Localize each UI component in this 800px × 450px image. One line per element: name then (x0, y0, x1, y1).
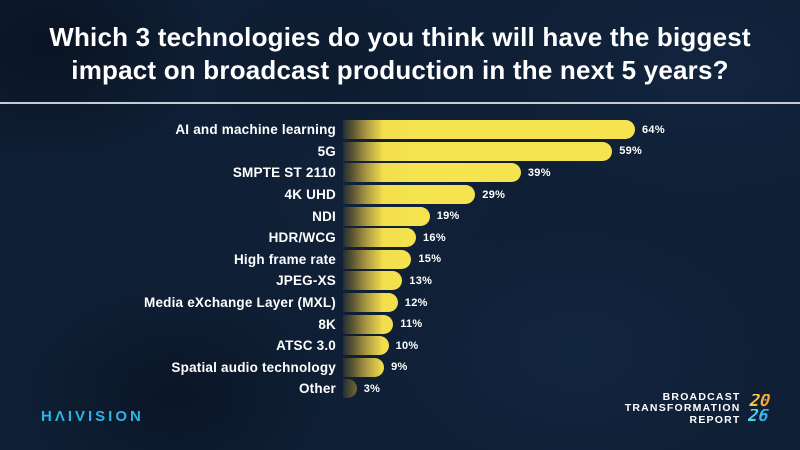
chart-title-line2: impact on broadcast production in the ne… (71, 55, 729, 85)
bar-track: 13% (343, 270, 800, 292)
report-line2: TRANSFORMATION (624, 402, 741, 414)
chart-row: NDI 19% (0, 205, 800, 227)
bar-track: 9% (343, 357, 800, 379)
bar (343, 120, 635, 140)
report-badge: BROADCAST TRANSFORMATION REPORT 20 26 (624, 390, 771, 427)
category-label: 4K UHD (284, 187, 336, 203)
title-divider (0, 102, 800, 104)
chart-title: Which 3 technologies do you think will h… (0, 21, 800, 87)
chart-row: JPEG-XS 13% (0, 270, 800, 292)
value-label: 12% (404, 296, 428, 309)
bar (343, 271, 403, 291)
chart-row: Spatial audio technology 9% (0, 357, 800, 379)
chart-row: ATSC 3.0 10% (0, 335, 800, 357)
category-label: ATSC 3.0 (276, 338, 336, 354)
report-line3: REPORT (689, 413, 741, 426)
bar-track: 12% (343, 292, 800, 314)
bar-track: 10% (343, 335, 800, 357)
value-label: 64% (642, 123, 665, 136)
chart-row: Media eXchange Layer (MXL) 12% (0, 292, 800, 314)
bar-track: 19% (343, 205, 800, 227)
bar (343, 357, 385, 377)
value-label: 9% (391, 361, 408, 374)
category-label: Media eXchange Layer (MXL) (144, 295, 336, 311)
category-label: High frame rate (233, 251, 336, 267)
bar-track: 59% (343, 141, 800, 163)
bar (343, 206, 430, 226)
bar-track: 29% (343, 184, 800, 206)
bar-chart: AI and machine learning 64% 5G 59% SMPTE ST … (0, 119, 800, 400)
bar (343, 314, 394, 334)
value-label: 10% (395, 339, 419, 352)
bar-track: 39% (343, 162, 800, 184)
chart-row: 4K UHD 29% (0, 184, 800, 206)
value-label: 15% (418, 253, 442, 266)
category-label: 8K (318, 316, 336, 332)
chart-title-line1: Which 3 technologies do you think will h… (49, 22, 751, 52)
bar-track: 64% (343, 119, 800, 141)
category-label: AI and machine learning (175, 122, 336, 138)
bar (343, 228, 416, 248)
value-label: 11% (400, 318, 423, 331)
category-label: Spatial audio technology (171, 359, 336, 375)
bar (343, 249, 412, 269)
haivision-logo: HΛIVISION (41, 408, 144, 425)
chart-row: HDR/WCG 16% (0, 227, 800, 249)
value-label: 16% (423, 231, 446, 244)
category-label: HDR/WCG (268, 230, 336, 246)
bar (343, 379, 357, 399)
category-label: SMPTE ST 2110 (232, 165, 336, 181)
year-bottom: 26 (746, 405, 770, 426)
category-label: 5G (317, 143, 336, 159)
year-2026-logo: 20 26 (746, 391, 771, 426)
report-badge-text: BROADCAST TRANSFORMATION REPORT (624, 390, 741, 427)
bar-track: 15% (343, 249, 800, 271)
bar-track: 16% (343, 227, 800, 249)
value-label: 59% (619, 145, 643, 158)
chart-row: SMPTE ST 2110 39% (0, 162, 800, 184)
category-label: Other (298, 381, 336, 397)
bar (343, 141, 613, 161)
value-label: 19% (436, 210, 460, 223)
category-label: JPEG-XS (276, 273, 336, 289)
value-label: 29% (482, 188, 506, 201)
bar-track: 11% (343, 313, 800, 335)
chart-row: 5G 59% (0, 141, 800, 163)
bar (343, 163, 521, 183)
value-label: 13% (409, 274, 433, 287)
report-line1: BROADCAST (662, 390, 741, 403)
chart-row: Other 3% (0, 378, 800, 400)
bar (343, 336, 389, 356)
value-label: 3% (363, 382, 381, 395)
value-label: 39% (527, 166, 551, 179)
bar (343, 185, 476, 205)
chart-row: High frame rate 15% (0, 249, 800, 271)
chart-row: AI and machine learning 64% (0, 119, 800, 141)
category-label: NDI (312, 208, 336, 224)
chart-row: 8K 11% (0, 313, 800, 335)
bar (343, 293, 398, 313)
bar-track: 3% (343, 378, 800, 400)
